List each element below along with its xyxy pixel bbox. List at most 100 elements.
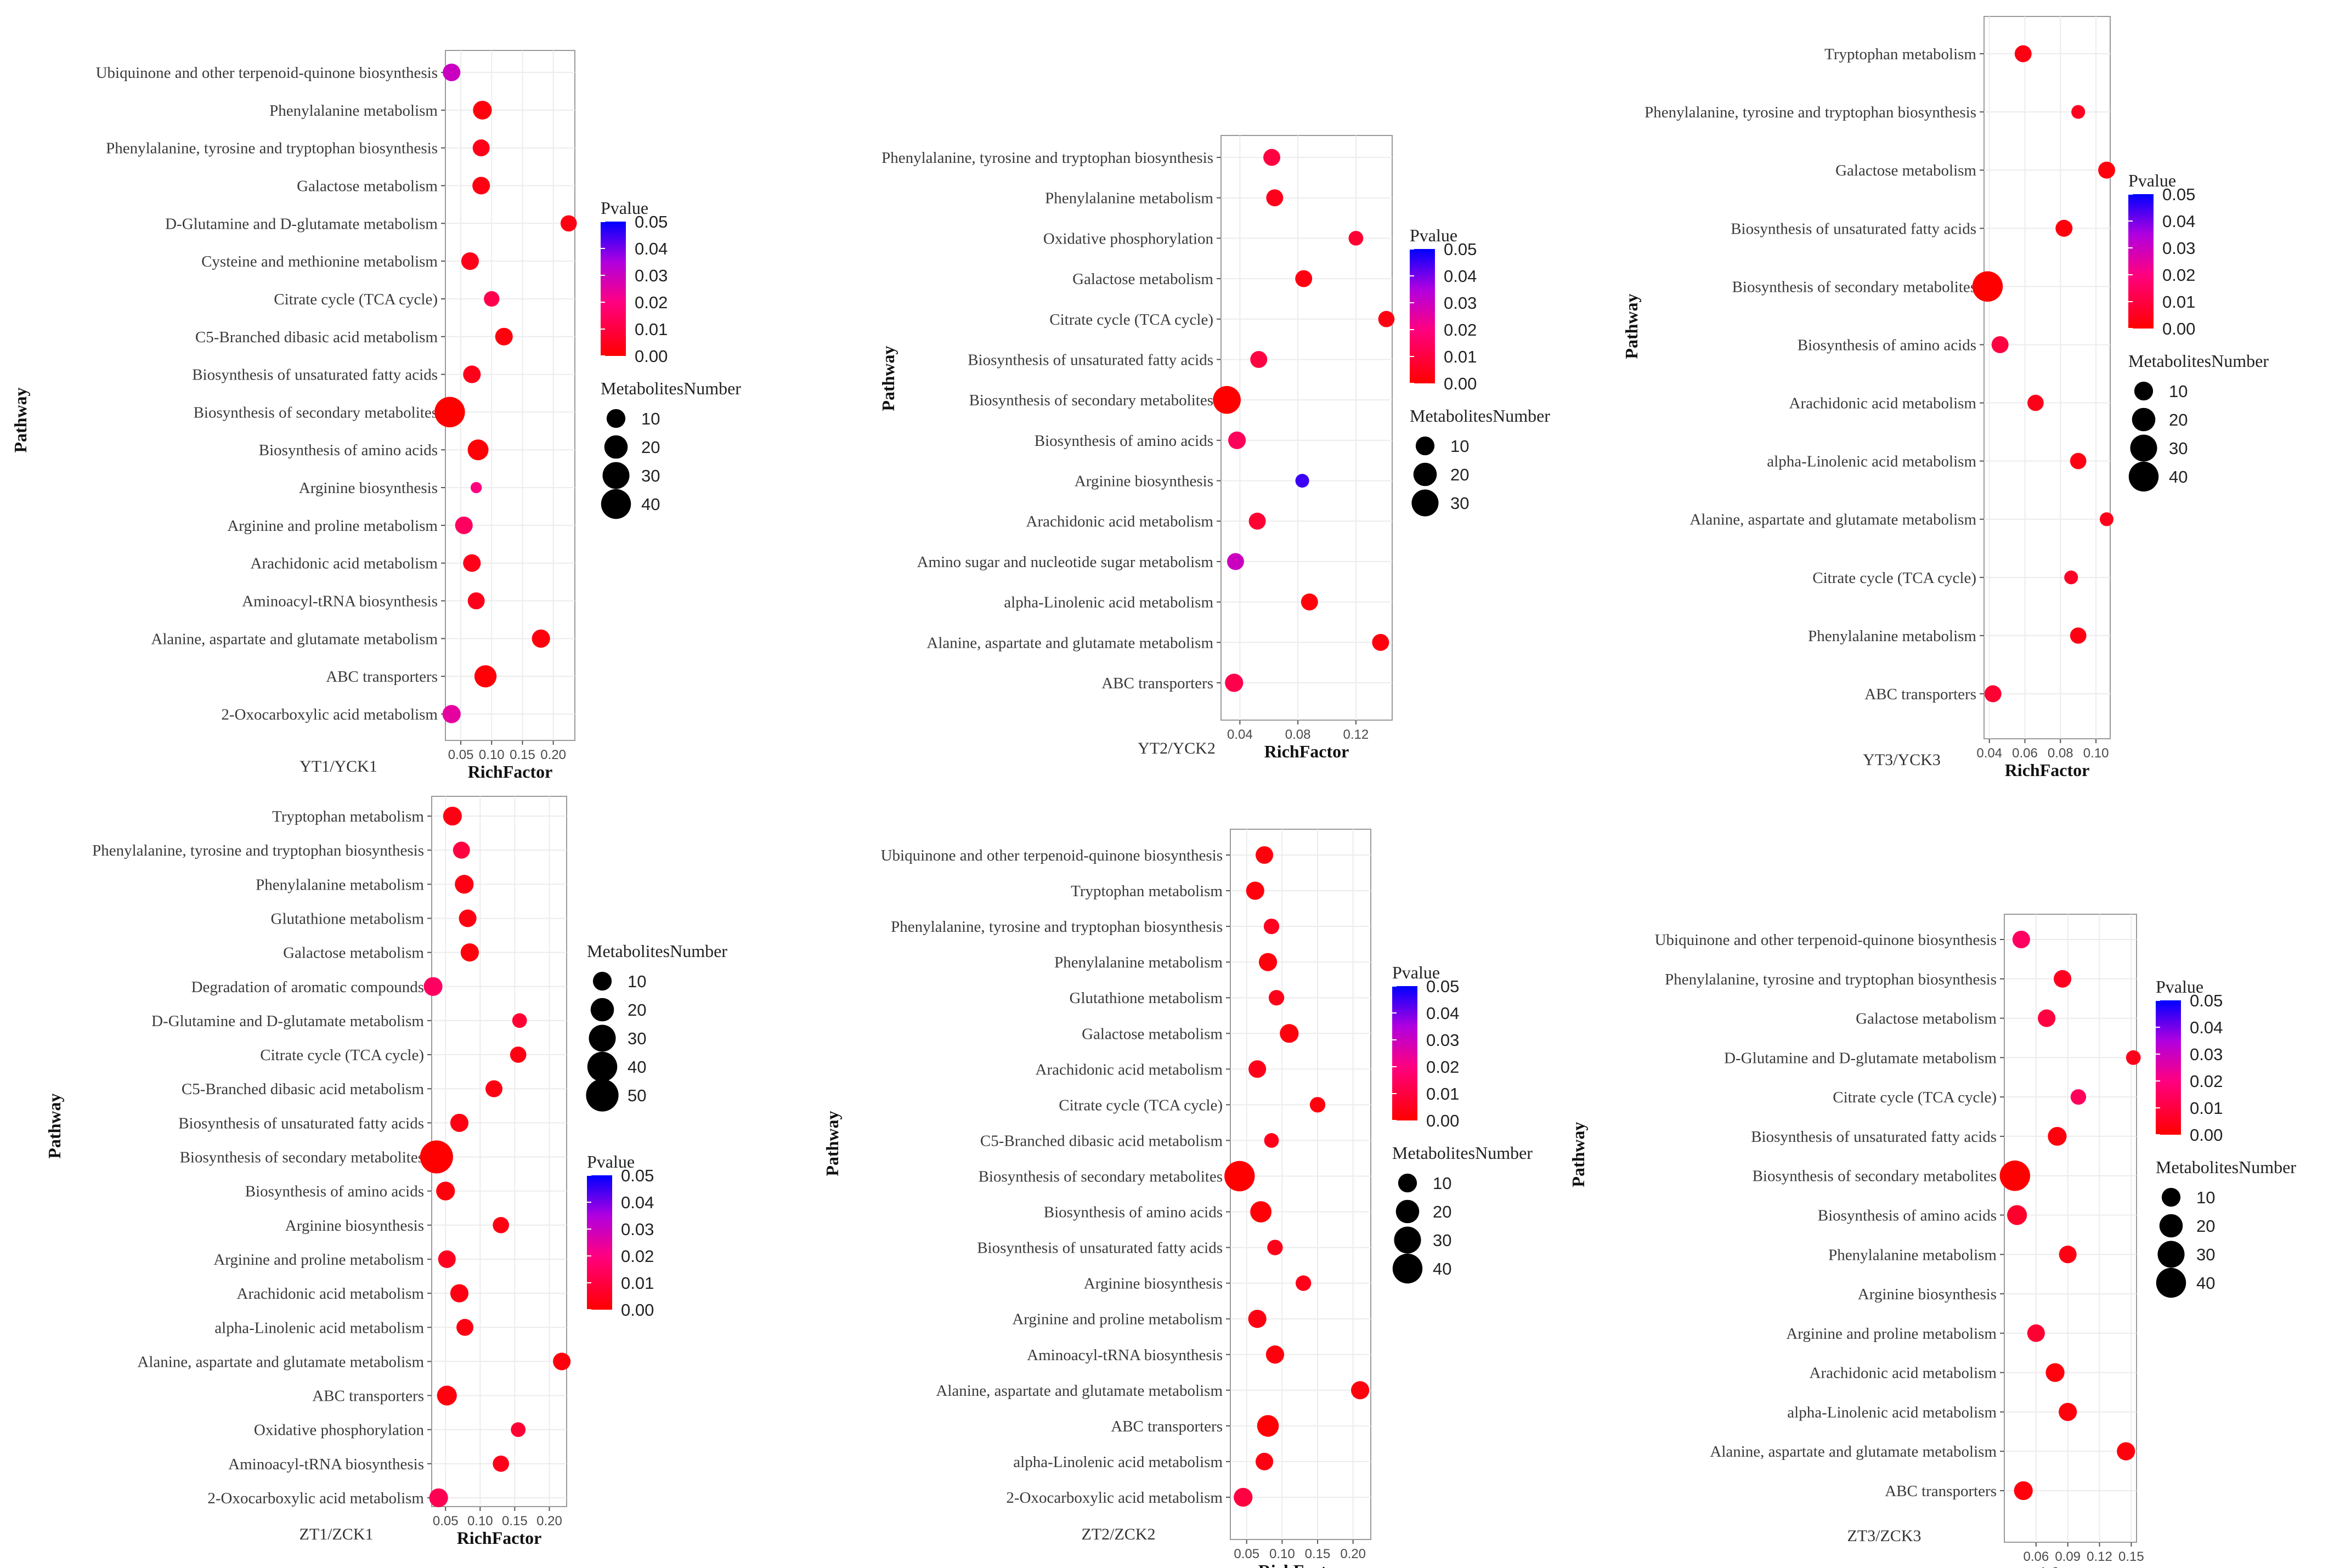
data-point bbox=[1268, 990, 1285, 1006]
x-tick-label: 0.12 bbox=[2087, 1549, 2112, 1564]
y-axis-title: Pathway bbox=[878, 346, 898, 411]
pathway-label: D-Glutamine and D-glutamate metabolism bbox=[1724, 1049, 1997, 1067]
plot-area bbox=[1983, 16, 2111, 739]
colorbar-tick-label: 0.02 bbox=[1444, 320, 1477, 339]
pathway-label: Tryptophan metabolism bbox=[1071, 882, 1223, 900]
size-legend-dot bbox=[602, 462, 630, 489]
pathway-label: alpha-Linolenic acid metabolism bbox=[1004, 594, 1213, 612]
x-tick-label: 0.04 bbox=[1227, 727, 1253, 742]
data-point bbox=[1972, 271, 2003, 302]
colorbar-tick-label: 0.02 bbox=[1426, 1057, 1459, 1077]
data-point bbox=[485, 1080, 503, 1097]
size-legend-dot bbox=[1392, 1253, 1423, 1284]
x-axis-title: RichFactor bbox=[1258, 1561, 1343, 1568]
pathway-label: D-Glutamine and D-glutamate metabolism bbox=[151, 1012, 424, 1030]
pathway-label: Arginine biosynthesis bbox=[1075, 473, 1213, 490]
pathway-label: Aminoacyl-tRNA biosynthesis bbox=[228, 1456, 424, 1473]
pathway-label: Biosynthesis of secondary metabolites bbox=[979, 1168, 1223, 1186]
y-axis-title: Pathway bbox=[1621, 293, 1641, 359]
data-point bbox=[493, 1456, 509, 1472]
pathway-label: Biosynthesis of unsaturated fatty acids bbox=[968, 351, 1213, 369]
x-tick-label: 0.08 bbox=[2048, 746, 2073, 761]
y-axis-title: Pathway bbox=[1568, 1122, 1588, 1187]
x-tick-label: 0.15 bbox=[510, 748, 535, 762]
data-point bbox=[437, 1385, 457, 1406]
data-point bbox=[1257, 1415, 1279, 1437]
pathway-label: Tryptophan metabolism bbox=[272, 808, 424, 825]
x-tick-label: 0.10 bbox=[479, 748, 505, 762]
size-legend-dot bbox=[590, 998, 614, 1022]
data-point bbox=[2070, 1089, 2087, 1105]
colorbar-tick-label: 0.01 bbox=[621, 1273, 654, 1293]
data-point bbox=[2048, 1127, 2067, 1146]
colorbar-tick-label: 0.03 bbox=[1426, 1031, 1459, 1050]
data-point bbox=[472, 177, 490, 195]
panel-caption: ZT3/ZCK3 bbox=[1847, 1527, 1922, 1545]
data-point bbox=[2059, 1402, 2077, 1422]
data-point bbox=[467, 439, 489, 461]
data-point bbox=[456, 1318, 474, 1336]
panel-caption: YT3/YCK3 bbox=[1863, 751, 1941, 769]
size-legend-dot bbox=[589, 1024, 616, 1052]
pathway-label: alpha-Linolenic acid metabolism bbox=[214, 1319, 424, 1337]
pathway-label: Alanine, aspartate and glutamate metabol… bbox=[151, 630, 438, 648]
data-point bbox=[2070, 452, 2087, 469]
panel-caption: ZT2/ZCK2 bbox=[1082, 1525, 1156, 1543]
size-legend-title: MetabolitesNumber bbox=[601, 378, 741, 398]
data-point bbox=[1263, 918, 1280, 935]
pathway-label: Biosynthesis of amino acids bbox=[1035, 432, 1213, 450]
data-point bbox=[473, 100, 492, 120]
pathway-label: ABC transporters bbox=[1885, 1482, 1997, 1500]
pathway-label: 2-Oxocarboxylic acid metabolism bbox=[207, 1490, 424, 1507]
size-legend-label: 30 bbox=[2196, 1245, 2215, 1264]
size-legend-dot bbox=[2128, 461, 2159, 492]
data-point bbox=[510, 1046, 527, 1063]
pathway-label: Galactose metabolism bbox=[297, 177, 438, 195]
pvalue-colorbar bbox=[2128, 194, 2154, 329]
data-point bbox=[2099, 512, 2114, 527]
data-point bbox=[1234, 1487, 1253, 1507]
data-point bbox=[455, 516, 473, 534]
size-legend-dot bbox=[1395, 1199, 1420, 1224]
pvalue-colorbar bbox=[587, 1175, 612, 1310]
data-point bbox=[2027, 1324, 2045, 1342]
x-tick-label: 0.08 bbox=[1285, 727, 1311, 742]
size-legend-title: MetabolitesNumber bbox=[1410, 406, 1550, 426]
colorbar-tick-label: 0.00 bbox=[621, 1300, 654, 1320]
pathway-label: Ubiquinone and other terpenoid-quinone b… bbox=[881, 847, 1223, 864]
pathway-label: Biosynthesis of secondary metabolites bbox=[194, 404, 438, 421]
data-point bbox=[1228, 431, 1246, 449]
pathway-label: Phenylalanine metabolism bbox=[1045, 190, 1213, 207]
data-point bbox=[463, 365, 481, 383]
enrichment-panel-3: Tryptophan metabolism Phenylalanine, tyro… bbox=[1621, 16, 2269, 780]
enrichment-panel-2: Phenylalanine, tyrosine and tryptophan b… bbox=[878, 135, 1550, 761]
x-tick-label: 0.15 bbox=[1305, 1547, 1331, 1561]
enrichment-panel-6: Ubiquinone and other terpenoid-quinone b… bbox=[1568, 914, 2296, 1568]
data-point bbox=[1280, 1024, 1299, 1043]
size-legend-dot bbox=[587, 1051, 618, 1082]
pathway-label: Arachidonic acid metabolism bbox=[1789, 395, 1977, 412]
data-point bbox=[1258, 953, 1278, 971]
colorbar-tick-label: 0.01 bbox=[635, 320, 668, 339]
colorbar-tick-label: 0.00 bbox=[2162, 319, 2195, 338]
size-legend-dot bbox=[2159, 1214, 2183, 1238]
size-legend-dot bbox=[606, 409, 626, 428]
data-point bbox=[443, 63, 461, 82]
pvalue-legend-title: Pvalue bbox=[1410, 225, 1457, 245]
pathway-label: Biosynthesis of amino acids bbox=[1818, 1207, 1997, 1225]
colorbar-tick-label: 0.05 bbox=[2190, 991, 2223, 1010]
pvalue-legend-title: Pvalue bbox=[1392, 963, 1440, 982]
size-legend-label: 10 bbox=[2196, 1188, 2215, 1207]
x-tick-label: 0.05 bbox=[433, 1514, 459, 1529]
size-legend-title: MetabolitesNumber bbox=[2128, 351, 2269, 371]
colorbar-tick-label: 0.01 bbox=[2190, 1099, 2223, 1118]
colorbar-tick-label: 0.01 bbox=[2162, 292, 2195, 312]
pathway-label: Ubiquinone and other terpenoid-quinone b… bbox=[96, 64, 438, 82]
pathway-label: Biosynthesis of secondary metabolites bbox=[969, 392, 1213, 409]
pathway-label: Biosynthesis of unsaturated fatty acids bbox=[977, 1239, 1223, 1257]
data-point bbox=[438, 1250, 456, 1269]
size-legend-dot bbox=[592, 971, 612, 991]
data-point bbox=[1263, 149, 1281, 166]
